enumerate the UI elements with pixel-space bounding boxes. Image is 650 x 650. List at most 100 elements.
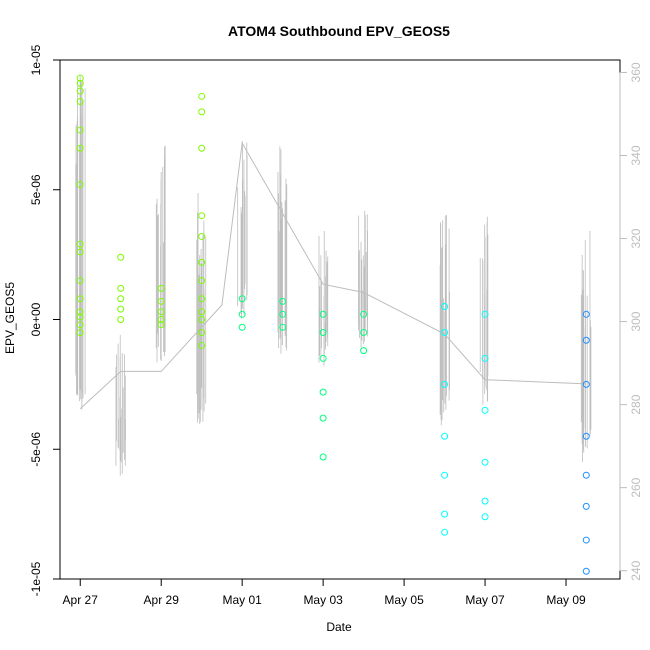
y2-tick-label: 240 [629, 560, 643, 580]
data-point [76, 328, 84, 336]
plot-frame [59, 59, 621, 580]
x-tick-label: May 09 [546, 593, 586, 607]
data-point [238, 295, 246, 303]
data-point [279, 310, 287, 318]
y2-tick-label: 260 [629, 477, 643, 497]
data-point [198, 277, 206, 285]
data-point [198, 316, 206, 323]
data-point [198, 295, 206, 303]
data-points [76, 74, 590, 575]
data-point [582, 502, 590, 510]
data-point [76, 87, 84, 95]
y2-tick-label: 280 [629, 394, 643, 414]
y-axis-label: EPV_GEOS5 [3, 282, 17, 354]
data-point [76, 240, 84, 248]
data-point [360, 310, 368, 318]
data-point [441, 303, 449, 311]
data-point [76, 98, 84, 106]
data-point [117, 284, 125, 292]
data-point [279, 297, 287, 305]
data-point [582, 310, 590, 318]
data-point [76, 79, 84, 87]
data-point [319, 388, 327, 396]
data-point [582, 336, 590, 344]
data-point [481, 513, 489, 521]
data-point [76, 181, 84, 189]
y-tick-label: -1e-05 [29, 561, 43, 596]
y-tick-label: 5e-06 [29, 174, 43, 205]
right-y-axis: 240 260 280 300 320 340 360 [619, 62, 643, 581]
data-point [198, 232, 206, 240]
data-point [441, 471, 449, 479]
y-axis: -1e-05 -5e-06 0e+00 5e-06 1e-05 [29, 44, 61, 596]
data-point [198, 212, 206, 220]
data-point [76, 313, 84, 321]
data-point [481, 310, 489, 318]
data-point [481, 458, 489, 466]
data-point [441, 328, 449, 336]
y2-tick-label: 340 [629, 145, 643, 165]
x-tick-label: May 07 [465, 593, 505, 607]
data-point [582, 567, 590, 575]
x-axis-label: Date [326, 620, 352, 634]
data-point [481, 406, 489, 414]
secondary-trace-path [79, 141, 587, 410]
data-point [198, 328, 206, 336]
x-tick-label: Apr 29 [144, 593, 180, 607]
x-tick-label: Apr 27 [63, 593, 99, 607]
data-point [117, 295, 125, 303]
data-point [157, 308, 165, 316]
data-point [76, 277, 84, 285]
data-point [360, 347, 368, 355]
data-point [157, 321, 165, 329]
data-point [198, 308, 206, 316]
x-tick-label: May 05 [384, 593, 424, 607]
y2-tick-label: 320 [629, 228, 643, 248]
x-axis: Apr 27 Apr 29 May 01 May 03 May 05 May 07 May … [63, 578, 586, 607]
data-point [441, 510, 449, 518]
y-tick-label: 0e+00 [29, 302, 43, 336]
data-point [76, 144, 84, 152]
data-point [117, 253, 125, 261]
y2-tick-label: 360 [629, 62, 643, 82]
data-point [198, 92, 206, 100]
data-point [582, 380, 590, 388]
data-point [238, 323, 246, 331]
data-point [481, 354, 489, 362]
x-tick-label: May 03 [303, 593, 343, 607]
data-point [198, 341, 206, 349]
data-point [198, 144, 206, 152]
data-point [157, 284, 165, 292]
data-point [319, 328, 327, 336]
data-point [582, 432, 590, 440]
data-point [117, 305, 125, 313]
data-point [441, 528, 449, 536]
data-point [76, 308, 84, 316]
chart-title: ATOM4 Southbound EPV_GEOS5 [228, 23, 450, 39]
data-point [441, 432, 449, 440]
data-point [481, 497, 489, 505]
data-point [76, 74, 84, 82]
data-point [117, 316, 125, 323]
y-tick-label: -5e-06 [29, 432, 43, 467]
data-point [319, 453, 327, 461]
data-point [582, 536, 590, 544]
y2-tick-label: 300 [629, 311, 643, 331]
data-point [319, 310, 327, 318]
secondary-line-layer [75, 76, 592, 476]
data-point [198, 108, 206, 116]
data-point [441, 380, 449, 388]
x-tick-label: May 01 [222, 593, 262, 607]
data-point [76, 295, 84, 303]
data-point [238, 310, 246, 318]
data-point [198, 258, 206, 266]
data-point [279, 323, 287, 331]
data-point [319, 354, 327, 362]
data-point [76, 321, 84, 329]
data-point [319, 414, 327, 422]
data-point [76, 126, 84, 134]
data-point [157, 297, 165, 305]
data-point [76, 248, 84, 256]
y-tick-label: 1e-05 [29, 44, 43, 75]
